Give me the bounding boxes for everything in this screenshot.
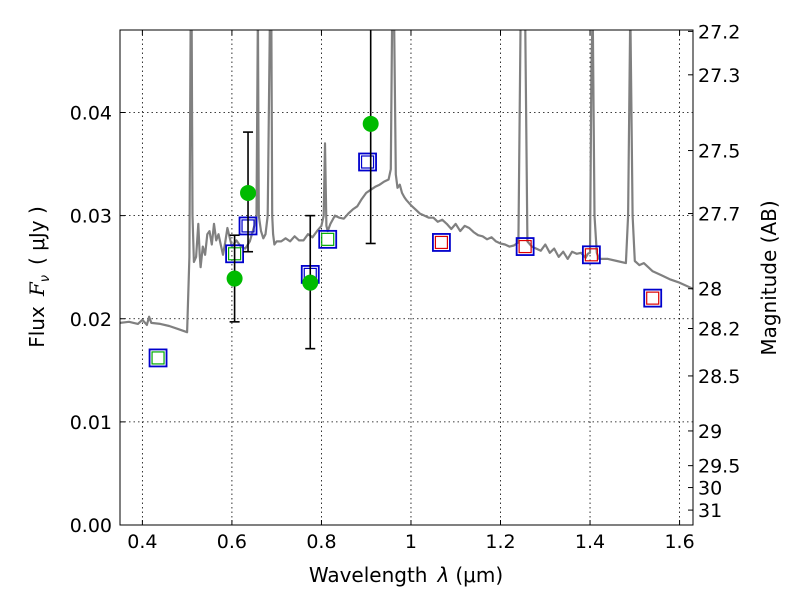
model-flux-square xyxy=(358,152,377,172)
magnitude-tick-label: 28.2 xyxy=(698,318,740,340)
magnitude-tick-label: 27.3 xyxy=(698,65,740,87)
magnitude-tick-label: 27.7 xyxy=(698,204,740,226)
x-tick-label: 1.2 xyxy=(485,531,515,553)
model-flux-square xyxy=(148,348,168,368)
model-flux-square xyxy=(515,237,535,256)
model-flux-square xyxy=(432,233,451,252)
x-tick-label: 1.6 xyxy=(664,531,694,553)
model-flux-square-inner xyxy=(584,248,598,262)
model-flux-square-inner xyxy=(434,235,449,250)
magnitude-tick-label: 28.5 xyxy=(698,366,740,388)
model-flux-square xyxy=(643,288,663,308)
plot-area xyxy=(120,30,693,368)
observed-flux-point xyxy=(362,115,379,132)
magnitude-tick-label: 27.2 xyxy=(698,21,740,43)
x-axis-title: Wavelength λ (μm) xyxy=(309,563,503,587)
magnitude-tick-label: 31 xyxy=(698,500,722,522)
y-tick-label: 0.00 xyxy=(70,515,112,537)
model-flux-square xyxy=(581,245,601,265)
y-tick-label: 0.04 xyxy=(70,103,112,125)
magnitude-axis-title: Magnitude (AB) xyxy=(757,200,781,355)
magnitude-tick-label: 29.5 xyxy=(698,456,740,478)
observed-flux-point xyxy=(302,274,319,291)
model-flux-square-inner xyxy=(151,351,165,365)
model-flux-square-inner xyxy=(360,155,375,169)
y-tick-label: 0.01 xyxy=(70,412,112,434)
x-tick-label: 0.8 xyxy=(306,531,336,553)
magnitude-tick-label: 30 xyxy=(698,478,722,500)
magnitude-tick-label: 29 xyxy=(698,421,722,443)
magnitude-tick-label: 27.5 xyxy=(698,141,740,163)
observed-flux-point xyxy=(226,270,243,287)
x-tick-label: 0.6 xyxy=(217,531,247,553)
tick-layer: 0.4 0.6 0.8 1 1.2 1.4 1.6 0.00 0.01 0.02 0.03 0.04 2… xyxy=(70,21,741,553)
model-flux-square-inner xyxy=(321,232,335,246)
y-tick-label: 0.02 xyxy=(70,309,112,331)
magnitude-tick-label: 28 xyxy=(698,279,722,301)
x-tick-label: 1 xyxy=(405,531,417,553)
x-tick-label: 0.4 xyxy=(127,531,157,553)
plot-frame xyxy=(119,29,694,526)
grid-layer xyxy=(120,30,693,526)
y-axis-title: FluxFν( μJy ) xyxy=(25,206,53,348)
observed-flux-point xyxy=(240,184,257,201)
x-tick-label: 1.4 xyxy=(575,531,605,553)
model-flux-square-inner xyxy=(518,239,532,254)
model-flux-square-inner xyxy=(646,291,660,305)
spectrum-line xyxy=(120,30,693,334)
y-tick-label: 0.03 xyxy=(70,206,112,228)
model-flux-square xyxy=(318,229,338,249)
